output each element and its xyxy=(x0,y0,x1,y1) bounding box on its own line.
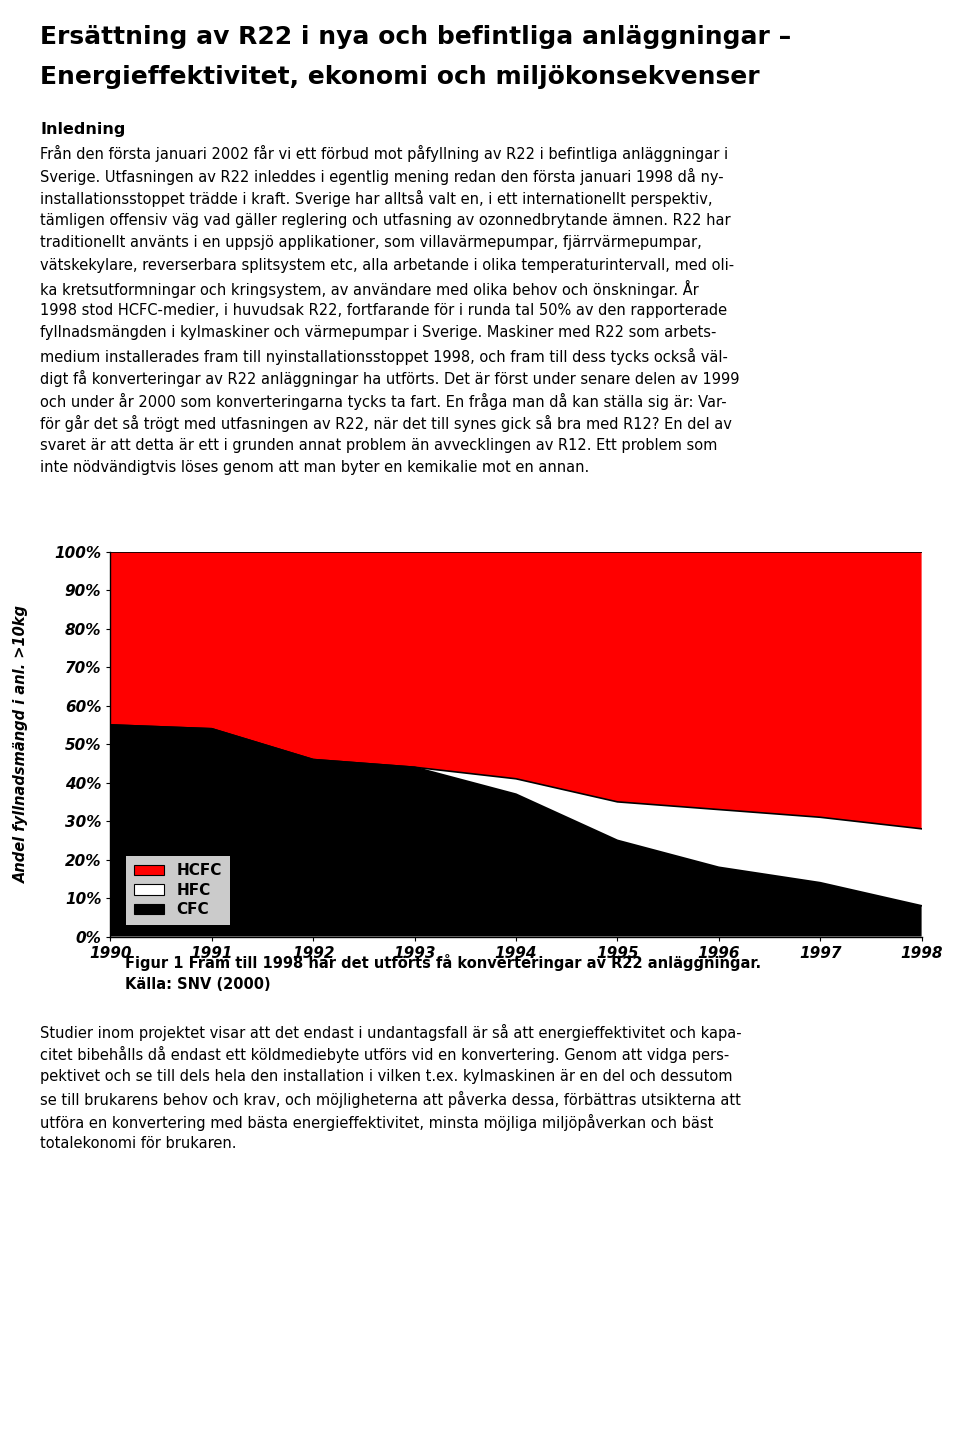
Text: medium installerades fram till nyinstallationsstoppet 1998, och fram till dess t: medium installerades fram till nyinstall… xyxy=(40,348,729,364)
Text: Källa: SNV (2000): Källa: SNV (2000) xyxy=(125,977,271,992)
Text: Inledning: Inledning xyxy=(40,122,126,136)
Text: Sverige. Utfasningen av R22 inleddes i egentlig mening redan den första januari : Sverige. Utfasningen av R22 inleddes i e… xyxy=(40,167,724,184)
Text: Studier inom projektet visar att det endast i undantagsfall är så att energieffe: Studier inom projektet visar att det end… xyxy=(40,1024,742,1041)
Text: traditionellt använts i en uppsjö applikationer, som villavärmepumpar, fjärrvärm: traditionellt använts i en uppsjö applik… xyxy=(40,235,702,250)
Text: Från den första januari 2002 får vi ett förbud mot påfyllning av R22 i befintlig: Från den första januari 2002 får vi ett … xyxy=(40,145,729,163)
Text: Figur 1 Fram till 1998 har det utförts få konverteringar av R22 anläggningar.: Figur 1 Fram till 1998 har det utförts f… xyxy=(125,954,761,971)
Text: Ersättning av R22 i nya och befintliga anläggningar –: Ersättning av R22 i nya och befintliga a… xyxy=(40,25,792,49)
Text: se till brukarens behov och krav, och möjligheterna att påverka dessa, förbättra: se till brukarens behov och krav, och mö… xyxy=(40,1092,741,1108)
Text: digt få konverteringar av R22 anläggningar ha utförts. Det är först under senare: digt få konverteringar av R22 anläggning… xyxy=(40,370,740,388)
Text: 1998 stod HCFC-medier, i huvudsak R22, fortfarande för i runda tal 50% av den ra: 1998 stod HCFC-medier, i huvudsak R22, f… xyxy=(40,302,728,318)
Text: installationsstoppet trädde i kraft. Sverige har alltså valt en, i ett internati: installationsstoppet trädde i kraft. Sve… xyxy=(40,190,713,208)
Text: utföra en konvertering med bästa energieffektivitet, minsta möjliga miljöpåverka: utföra en konvertering med bästa energie… xyxy=(40,1114,713,1131)
Text: för går det så trögt med utfasningen av R22, när det till synes gick så bra med : för går det så trögt med utfasningen av … xyxy=(40,415,732,433)
Text: vätskekylare, reverserbara splitsystem etc, alla arbetande i olika temperaturint: vätskekylare, reverserbara splitsystem e… xyxy=(40,258,734,273)
Text: ka kretsutformningar och kringsystem, av användare med olika behov och önskninga: ka kretsutformningar och kringsystem, av… xyxy=(40,280,699,298)
Text: pektivet och se till dels hela den installation i vilken t.ex. kylmaskinen är en: pektivet och se till dels hela den insta… xyxy=(40,1069,732,1083)
Text: tämligen offensiv väg vad gäller reglering och utfasning av ozonnedbrytande ämne: tämligen offensiv väg vad gäller regleri… xyxy=(40,212,731,228)
Text: totalekonomi för brukaren.: totalekonomi för brukaren. xyxy=(40,1135,237,1151)
Text: Andel fyllnadsmängd i anl. >10kg: Andel fyllnadsmängd i anl. >10kg xyxy=(13,605,29,883)
Text: och under år 2000 som konverteringarna tycks ta fart. En fråga man då kan ställa: och under år 2000 som konverteringarna t… xyxy=(40,392,727,409)
Text: inte nödvändigtvis löses genom att man byter en kemikalie mot en annan.: inte nödvändigtvis löses genom att man b… xyxy=(40,460,589,475)
Legend: HCFC, HFC, CFC: HCFC, HFC, CFC xyxy=(126,855,229,925)
Text: svaret är att detta är ett i grunden annat problem än avvecklingen av R12. Ett p: svaret är att detta är ett i grunden ann… xyxy=(40,439,718,453)
Text: Energieffektivitet, ekonomi och miljökonsekvenser: Energieffektivitet, ekonomi och miljökon… xyxy=(40,65,760,90)
Text: citet bibehålls då endast ett köldmediebyte utförs vid en konvertering. Genom at: citet bibehålls då endast ett köldmedieb… xyxy=(40,1045,730,1063)
Text: fyllnadsmängden i kylmaskiner och värmepumpar i Sverige. Maskiner med R22 som ar: fyllnadsmängden i kylmaskiner och värmep… xyxy=(40,325,717,340)
